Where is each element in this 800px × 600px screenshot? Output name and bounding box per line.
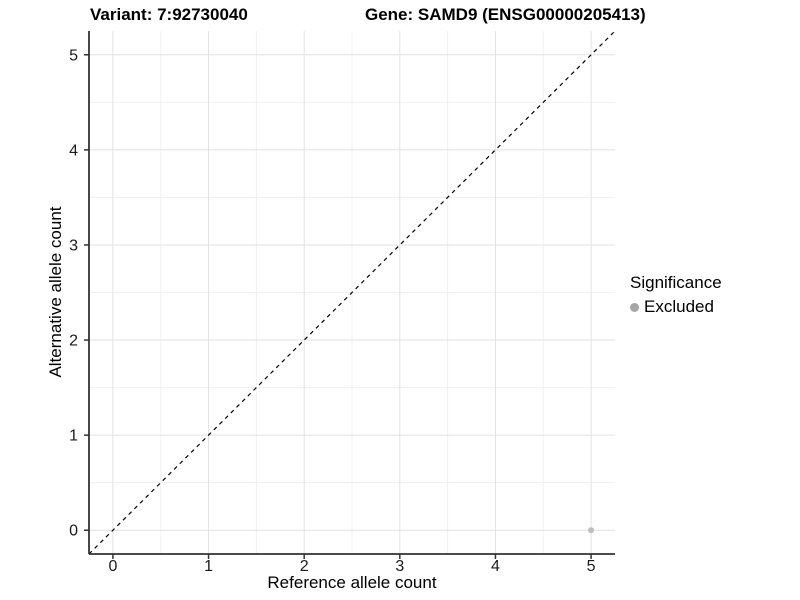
x-axis-title: Reference allele count xyxy=(267,573,437,592)
y-tick-label: 2 xyxy=(69,333,78,350)
plot-title-variant: Variant: 7:92730040 xyxy=(90,5,248,24)
x-tick-label: 1 xyxy=(204,558,213,575)
x-tick-label: 5 xyxy=(587,558,596,575)
legend-marker-circle-icon xyxy=(630,302,639,312)
identity-reference-line xyxy=(88,30,616,555)
x-tick-label: 0 xyxy=(108,558,117,575)
legend-item-label: Excluded xyxy=(644,297,714,316)
legend: Significance Excluded xyxy=(630,273,722,317)
y-tick-label: 0 xyxy=(69,523,78,540)
y-tick-label: 5 xyxy=(69,47,78,64)
y-tick-label: 4 xyxy=(69,142,78,159)
x-tick-label: 2 xyxy=(300,558,309,575)
data-point xyxy=(588,527,595,534)
x-tick-label: 4 xyxy=(491,558,500,575)
legend-title: Significance xyxy=(630,273,722,292)
y-tick-label: 3 xyxy=(69,237,78,254)
legend-item-excluded: Excluded xyxy=(630,297,722,317)
x-tick-label: 3 xyxy=(395,558,404,575)
y-axis-title: Alternative allele count xyxy=(46,206,65,378)
plot-title-gene: Gene: SAMD9 (ENSG00000205413) xyxy=(365,5,646,24)
y-tick-label: 1 xyxy=(69,428,78,445)
